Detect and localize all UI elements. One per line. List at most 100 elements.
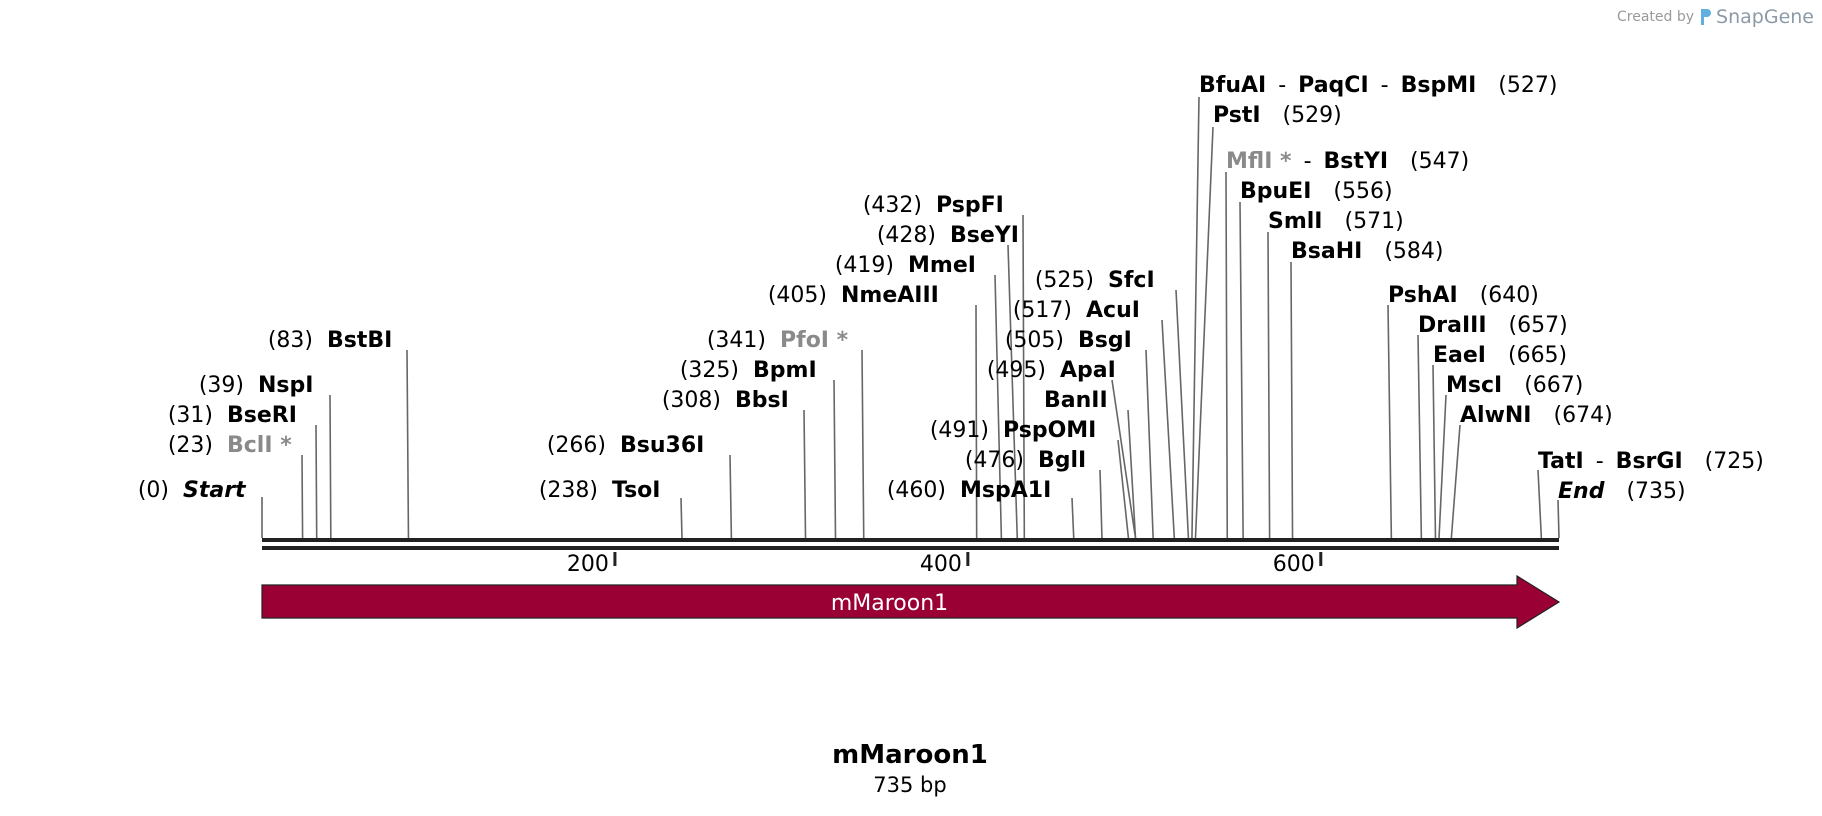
site-label[interactable]: PspFI [936,193,1004,218]
site-acui[interactable]: AcuI (517) [1013,298,1176,539]
site-label[interactable]: BanII [1044,388,1108,413]
site-tsoi[interactable]: TsoI (238) [539,478,683,539]
site-label[interactable]: SmlI (571) [1268,209,1404,234]
site-label[interactable]: Bsu36I [620,433,704,458]
site-position: (517) [1013,298,1072,323]
site-nspi[interactable]: NspI (39) [199,373,332,539]
site-mspa1i[interactable]: MspA1I (460) [887,478,1075,539]
name-separator: - [1381,73,1389,98]
site-pspfi[interactable]: PspFI (432) [863,193,1026,539]
site-bpuei[interactable]: BpuEI (556) [1239,179,1393,539]
site-bsahi[interactable]: BsaHI (584) [1290,239,1443,539]
site-label[interactable]: SfcI [1108,268,1155,293]
enzyme-name: ApaI [1060,358,1116,383]
site-position: (525) [1035,268,1094,293]
enzyme-name: PaqCI [1298,73,1368,98]
site-alwni[interactable]: AlwNI (674) [1450,403,1613,539]
site-position: (527) [1498,73,1557,98]
site-eaei[interactable]: EaeI (665) [1432,343,1567,539]
site-bgli[interactable]: BglI (476) [965,448,1103,539]
dna-backbone [262,538,1559,550]
site-label[interactable]: NmeAIII [841,283,939,308]
site-stem [1267,231,1271,539]
site-stem [803,409,807,539]
site-banii[interactable]: BanII [1044,379,1137,539]
tick-label: 600 [1273,552,1315,577]
site-end[interactable]: End (735) [1557,479,1686,539]
site-label[interactable]: DraIII (657) [1418,313,1568,338]
site-tati[interactable]: TatI - BsrGI (725) [1537,449,1764,539]
site-bpmi[interactable]: BpmI (325) [680,358,837,539]
enzyme-name: BsgI [1078,328,1132,353]
site-label[interactable]: BfuAI - PaqCI - BspMI (527) [1199,73,1557,98]
site-label[interactable]: BglI [1038,448,1086,473]
site-sfci[interactable]: SfcI (525) [1035,268,1190,539]
site-label[interactable]: MscI (667) [1446,373,1583,398]
site-bcli[interactable]: BclI * (23) [168,433,304,539]
site-bbsi[interactable]: BbsI (308) [662,388,807,539]
site-label[interactable]: Start [183,478,247,503]
ruler-tick-600: 600 [1273,552,1323,577]
name-separator: - [1278,73,1286,98]
site-label[interactable]: BpuEI (556) [1240,179,1393,204]
site-mfli[interactable]: MflI * - BstYI (547) [1225,149,1469,539]
site-label[interactable]: BclI * [227,433,292,458]
site-label[interactable]: BpmI [753,358,817,383]
feature-arrow[interactable] [261,574,1561,630]
site-nmeaiii[interactable]: NmeAIII (405) [768,283,978,539]
enzyme-name: MflI * [1226,149,1292,174]
site-psti[interactable]: PstI (529) [1194,103,1342,539]
site-draiii[interactable]: DraIII (657) [1417,313,1568,539]
site-label[interactable]: NspI [258,373,313,398]
site-position: (23) [168,433,213,458]
site-label[interactable]: PstI (529) [1213,103,1342,128]
site-label[interactable]: MmeI [908,253,976,278]
site-mmei[interactable]: MmeI (419) [835,253,1003,539]
site-label[interactable]: End (735) [1558,479,1686,504]
site-pshai[interactable]: PshAI (640) [1387,283,1539,539]
site-layer: Start (0) BclI * (23) BseRI (31) NspI (39) BstBI… [138,73,1764,539]
site-label[interactable]: AlwNI (674) [1460,403,1613,428]
site-label[interactable]: AcuI [1086,298,1140,323]
site-bseyi[interactable]: BseYI (428) [877,223,1019,539]
site-position: (31) [168,403,213,428]
site-bsgi[interactable]: BsgI (505) [1005,328,1154,539]
site-bseri[interactable]: BseRI (31) [168,403,318,539]
site-position: (657) [1509,313,1568,338]
sequence-name: mMaroon1 [832,740,988,770]
site-bfuai[interactable]: BfuAI - PaqCI - BspMI (527) [1191,73,1558,539]
site-label[interactable]: PshAI (640) [1388,283,1539,308]
site-label[interactable]: ApaI [1060,358,1116,383]
site-msci[interactable]: MscI (667) [1438,373,1583,539]
site-bsu36i[interactable]: Bsu36I (266) [547,433,733,539]
site-label[interactable]: BsaHI (584) [1291,239,1443,264]
site-start[interactable]: Start (0) [138,478,263,538]
site-label[interactable]: BseRI [227,403,297,428]
site-label[interactable]: PspOMI [1003,418,1096,443]
site-pspomi[interactable]: PspOMI (491) [930,418,1130,539]
site-label[interactable]: BseYI [950,223,1019,248]
enzyme-name: EaeI [1433,343,1486,368]
site-position: (0) [138,478,169,503]
site-stem [1022,214,1026,539]
site-label[interactable]: EaeI (665) [1433,343,1567,368]
site-smli[interactable]: SmlI (571) [1267,209,1404,539]
site-label[interactable]: PfoI * [780,328,849,353]
site-label[interactable]: BstBI [327,328,392,353]
site-stem [301,454,304,539]
enzyme-name: Bsu36I [620,433,704,458]
site-label[interactable]: TsoI [612,478,660,503]
site-label[interactable]: MflI * - BstYI (547) [1226,149,1469,174]
site-label[interactable]: BsgI [1078,328,1132,353]
site-position: (529) [1283,103,1342,128]
site-position: (39) [199,373,244,398]
site-position: (428) [877,223,936,248]
feature-mmaroon1[interactable]: mMaroon1 [261,574,1561,630]
site-label[interactable]: TatI - BsrGI (725) [1538,449,1764,474]
site-pfoi[interactable]: PfoI * (341) [707,328,865,539]
site-label[interactable]: MspA1I [960,478,1051,503]
site-label[interactable]: BbsI [735,388,789,413]
site-position: (308) [662,388,721,413]
site-bstbi[interactable]: BstBI (83) [268,328,410,539]
site-apai[interactable]: ApaI (495) [987,358,1137,539]
